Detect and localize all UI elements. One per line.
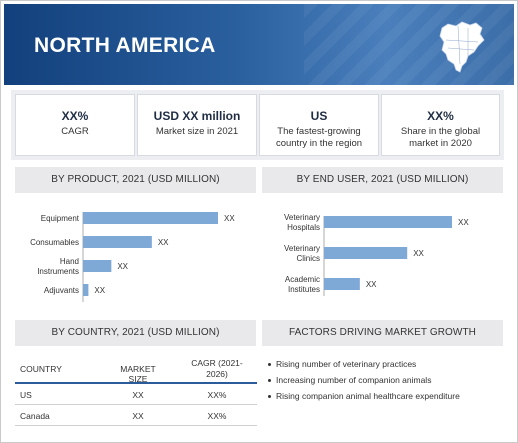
- category-label: Clinics: [296, 254, 320, 263]
- country-cell: US: [20, 390, 32, 400]
- column-header-cagr: CAGR (2021-2026): [191, 358, 243, 379]
- category-label: Equipment: [41, 214, 80, 223]
- table-header-row: COUNTRY MARKET SIZE CAGR (2021-2026): [15, 352, 257, 384]
- bar: [324, 216, 452, 228]
- by-end-user-bar-chart: VeterinaryHospitalsXXVeterinaryClinicsXX…: [284, 213, 469, 296]
- kpi-label: The fastest-growing country in the regio…: [275, 126, 363, 149]
- bar: [83, 212, 218, 224]
- bar: [324, 247, 408, 259]
- data-label: XX: [117, 262, 128, 271]
- kpi-global-share: XX% Share in the global market in 2020: [381, 94, 500, 156]
- market-size-cell: XX: [132, 411, 144, 421]
- category-label: Hospitals: [287, 223, 320, 232]
- factor-item: Rising number of veterinary practices: [266, 356, 506, 372]
- cagr-cell: XX%: [207, 411, 227, 421]
- bar: [83, 260, 112, 272]
- by-country-table: COUNTRY MARKET SIZE CAGR (2021-2026) US …: [15, 352, 257, 426]
- category-label: Hand: [60, 257, 79, 266]
- kpi-label: Share in the global market in 2020: [400, 126, 481, 149]
- kpi-value: US: [310, 109, 328, 123]
- header-banner: NORTH AMERICA: [4, 4, 514, 85]
- column-header-country: COUNTRY: [20, 364, 62, 374]
- bar: [83, 236, 152, 248]
- north-america-map-icon: [439, 21, 485, 73]
- data-label: XX: [224, 214, 235, 223]
- by-product-heading: BY PRODUCT, 2021 (USD MILLION): [15, 167, 256, 193]
- kpi-market-size: USD XX million Market size in 2021: [137, 94, 257, 156]
- by-country-heading: BY COUNTRY, 2021 (USD MILLION): [15, 320, 256, 346]
- country-cell: Canada: [20, 411, 50, 421]
- category-label: Instruments: [37, 267, 79, 276]
- kpi-row: XX% CAGR USD XX million Market size in 2…: [11, 90, 504, 160]
- kpi-cagr: XX% CAGR: [15, 94, 135, 156]
- category-label: Veterinary: [284, 213, 320, 222]
- kpi-value: USD XX million: [153, 109, 241, 123]
- cagr-cell: XX%: [207, 390, 227, 400]
- kpi-value: XX%: [427, 109, 454, 123]
- factor-item: Increasing number of companion animals: [266, 372, 506, 388]
- factor-item: Rising companion animal healthcare expen…: [266, 388, 506, 404]
- data-label: XX: [94, 286, 105, 295]
- by-end-user-heading: BY END USER, 2021 (USD MILLION): [262, 167, 503, 193]
- factors-list: Rising number of veterinary practices In…: [266, 356, 506, 404]
- category-label: Academic: [285, 275, 320, 284]
- bar: [324, 278, 360, 290]
- table-row: Canada XX XX%: [15, 405, 257, 426]
- kpi-fastest-country: US The fastest-growing country in the re…: [259, 94, 379, 156]
- data-label: XX: [413, 249, 424, 258]
- category-label: Adjuvants: [44, 286, 79, 295]
- category-label: Institutes: [288, 285, 320, 294]
- kpi-label: CAGR: [61, 126, 89, 137]
- data-label: XX: [458, 218, 469, 227]
- factors-heading: FACTORS DRIVING MARKET GROWTH: [262, 320, 503, 346]
- column-header-market-size: MARKET SIZE: [120, 364, 156, 384]
- data-label: XX: [158, 238, 169, 247]
- region-title: NORTH AMERICA: [34, 34, 216, 57]
- category-label: Consumables: [30, 238, 79, 247]
- kpi-value: XX%: [61, 109, 89, 123]
- category-label: Veterinary: [284, 244, 320, 253]
- table-row: US XX XX%: [15, 384, 257, 405]
- kpi-label: Market size in 2021: [155, 126, 239, 137]
- bar: [83, 284, 89, 296]
- data-label: XX: [366, 280, 377, 289]
- market-size-cell: XX: [132, 390, 144, 400]
